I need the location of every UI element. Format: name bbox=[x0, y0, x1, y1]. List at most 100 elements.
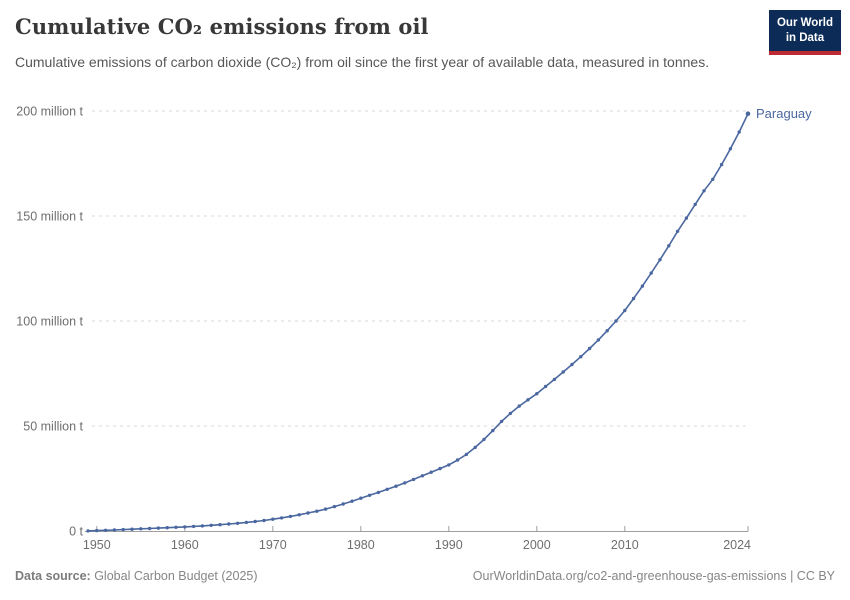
data-point bbox=[526, 398, 530, 402]
data-point bbox=[429, 470, 433, 474]
data-point bbox=[191, 524, 196, 529]
series-entity-label: Paraguay bbox=[756, 106, 812, 121]
data-point bbox=[376, 490, 381, 495]
data-point bbox=[341, 502, 345, 506]
data-point bbox=[147, 526, 152, 531]
data-point bbox=[103, 528, 108, 532]
data-point bbox=[640, 284, 645, 288]
data-point bbox=[719, 162, 724, 167]
chart-subtitle: Cumulative emissions of carbon dioxide (… bbox=[15, 54, 710, 70]
data-source-label: Data source: bbox=[15, 569, 91, 583]
y-axis-labels: 0 t 50 million t 100 million t 150 million … bbox=[16, 105, 83, 539]
data-point bbox=[156, 526, 161, 530]
x-tick-label: 1990 bbox=[435, 538, 463, 552]
owid-logo-line2: in Data bbox=[785, 31, 825, 44]
data-point bbox=[649, 271, 653, 275]
chart-title: Cumulative CO₂ emissions from oil bbox=[15, 14, 429, 39]
x-tick-label: 1960 bbox=[171, 538, 199, 552]
data-point bbox=[535, 392, 539, 396]
x-tick-label: 2024 bbox=[723, 538, 751, 552]
x-axis-ticks: 1950 1960 1970 1980 1990 2000 2010 2024 bbox=[83, 526, 751, 552]
data-point bbox=[183, 525, 187, 529]
data-point bbox=[121, 527, 125, 532]
data-point bbox=[411, 477, 416, 482]
data-point bbox=[332, 504, 337, 509]
data-point bbox=[315, 509, 319, 513]
data-point bbox=[745, 111, 751, 116]
footer-citation-link: OurWorldinData.org/co2-and-greenhouse-ga… bbox=[472, 569, 835, 583]
data-point bbox=[86, 529, 90, 533]
data-point bbox=[350, 499, 354, 503]
data-point bbox=[675, 229, 680, 233]
data-point bbox=[288, 514, 293, 519]
data-point bbox=[455, 458, 460, 462]
data-point bbox=[579, 355, 583, 359]
data-source: Data source: Global Carbon Budget (2025) bbox=[15, 569, 258, 583]
data-point bbox=[482, 437, 486, 442]
data-point bbox=[209, 523, 213, 527]
data-point bbox=[253, 519, 257, 524]
data-point bbox=[403, 481, 407, 485]
data-point bbox=[420, 474, 425, 478]
data-point bbox=[473, 445, 477, 450]
data-point bbox=[165, 526, 169, 530]
y-tick-label: 0 t bbox=[69, 525, 83, 539]
data-point bbox=[447, 463, 451, 467]
series-line bbox=[87, 112, 749, 532]
y-tick-label: 100 million t bbox=[16, 315, 83, 329]
x-tick-label: 2000 bbox=[523, 538, 551, 552]
data-point bbox=[702, 189, 706, 193]
owid-logo: Our World in Data bbox=[768, 10, 841, 55]
data-point bbox=[227, 522, 231, 526]
data-point bbox=[244, 520, 249, 525]
data-point bbox=[552, 377, 557, 382]
y-tick-label: 150 million t bbox=[16, 210, 83, 224]
data-source-value: Global Carbon Budget (2025) bbox=[90, 569, 258, 583]
data-point bbox=[464, 452, 469, 457]
data-point bbox=[623, 308, 627, 313]
y-tick-label: 50 million t bbox=[23, 420, 83, 434]
data-point bbox=[491, 428, 495, 433]
data-point bbox=[306, 511, 310, 515]
series-point-markers bbox=[86, 111, 751, 533]
data-point bbox=[394, 484, 398, 488]
x-tick-label: 1980 bbox=[347, 538, 375, 552]
x-tick-label: 1950 bbox=[83, 538, 111, 552]
data-point bbox=[112, 528, 117, 532]
data-point bbox=[614, 319, 618, 323]
data-point bbox=[262, 518, 266, 523]
data-point bbox=[323, 507, 328, 511]
data-point bbox=[279, 516, 284, 520]
data-point bbox=[684, 216, 689, 220]
data-point bbox=[367, 493, 372, 497]
data-point bbox=[596, 338, 601, 342]
owid-logo-line1: Our World bbox=[776, 17, 833, 29]
data-point bbox=[359, 496, 363, 500]
data-point bbox=[587, 346, 592, 351]
y-tick-label: 200 million t bbox=[16, 105, 83, 119]
x-tick-label: 2010 bbox=[611, 538, 639, 552]
data-point bbox=[693, 202, 697, 207]
data-point bbox=[139, 527, 143, 531]
data-point bbox=[174, 525, 178, 529]
data-point bbox=[499, 419, 504, 424]
data-point bbox=[508, 411, 513, 416]
data-point bbox=[385, 487, 389, 491]
data-point bbox=[438, 466, 442, 471]
y-gridlines bbox=[92, 110, 748, 427]
data-point bbox=[561, 370, 565, 374]
data-point bbox=[631, 296, 636, 301]
data-point bbox=[130, 527, 134, 531]
data-point bbox=[271, 517, 275, 521]
data-point bbox=[95, 528, 99, 533]
data-point bbox=[728, 147, 733, 151]
data-point bbox=[200, 524, 205, 528]
data-point bbox=[570, 362, 574, 367]
data-point bbox=[711, 177, 715, 181]
data-point bbox=[605, 329, 609, 333]
data-point bbox=[658, 258, 662, 262]
data-point bbox=[543, 384, 548, 389]
data-point bbox=[218, 523, 222, 527]
